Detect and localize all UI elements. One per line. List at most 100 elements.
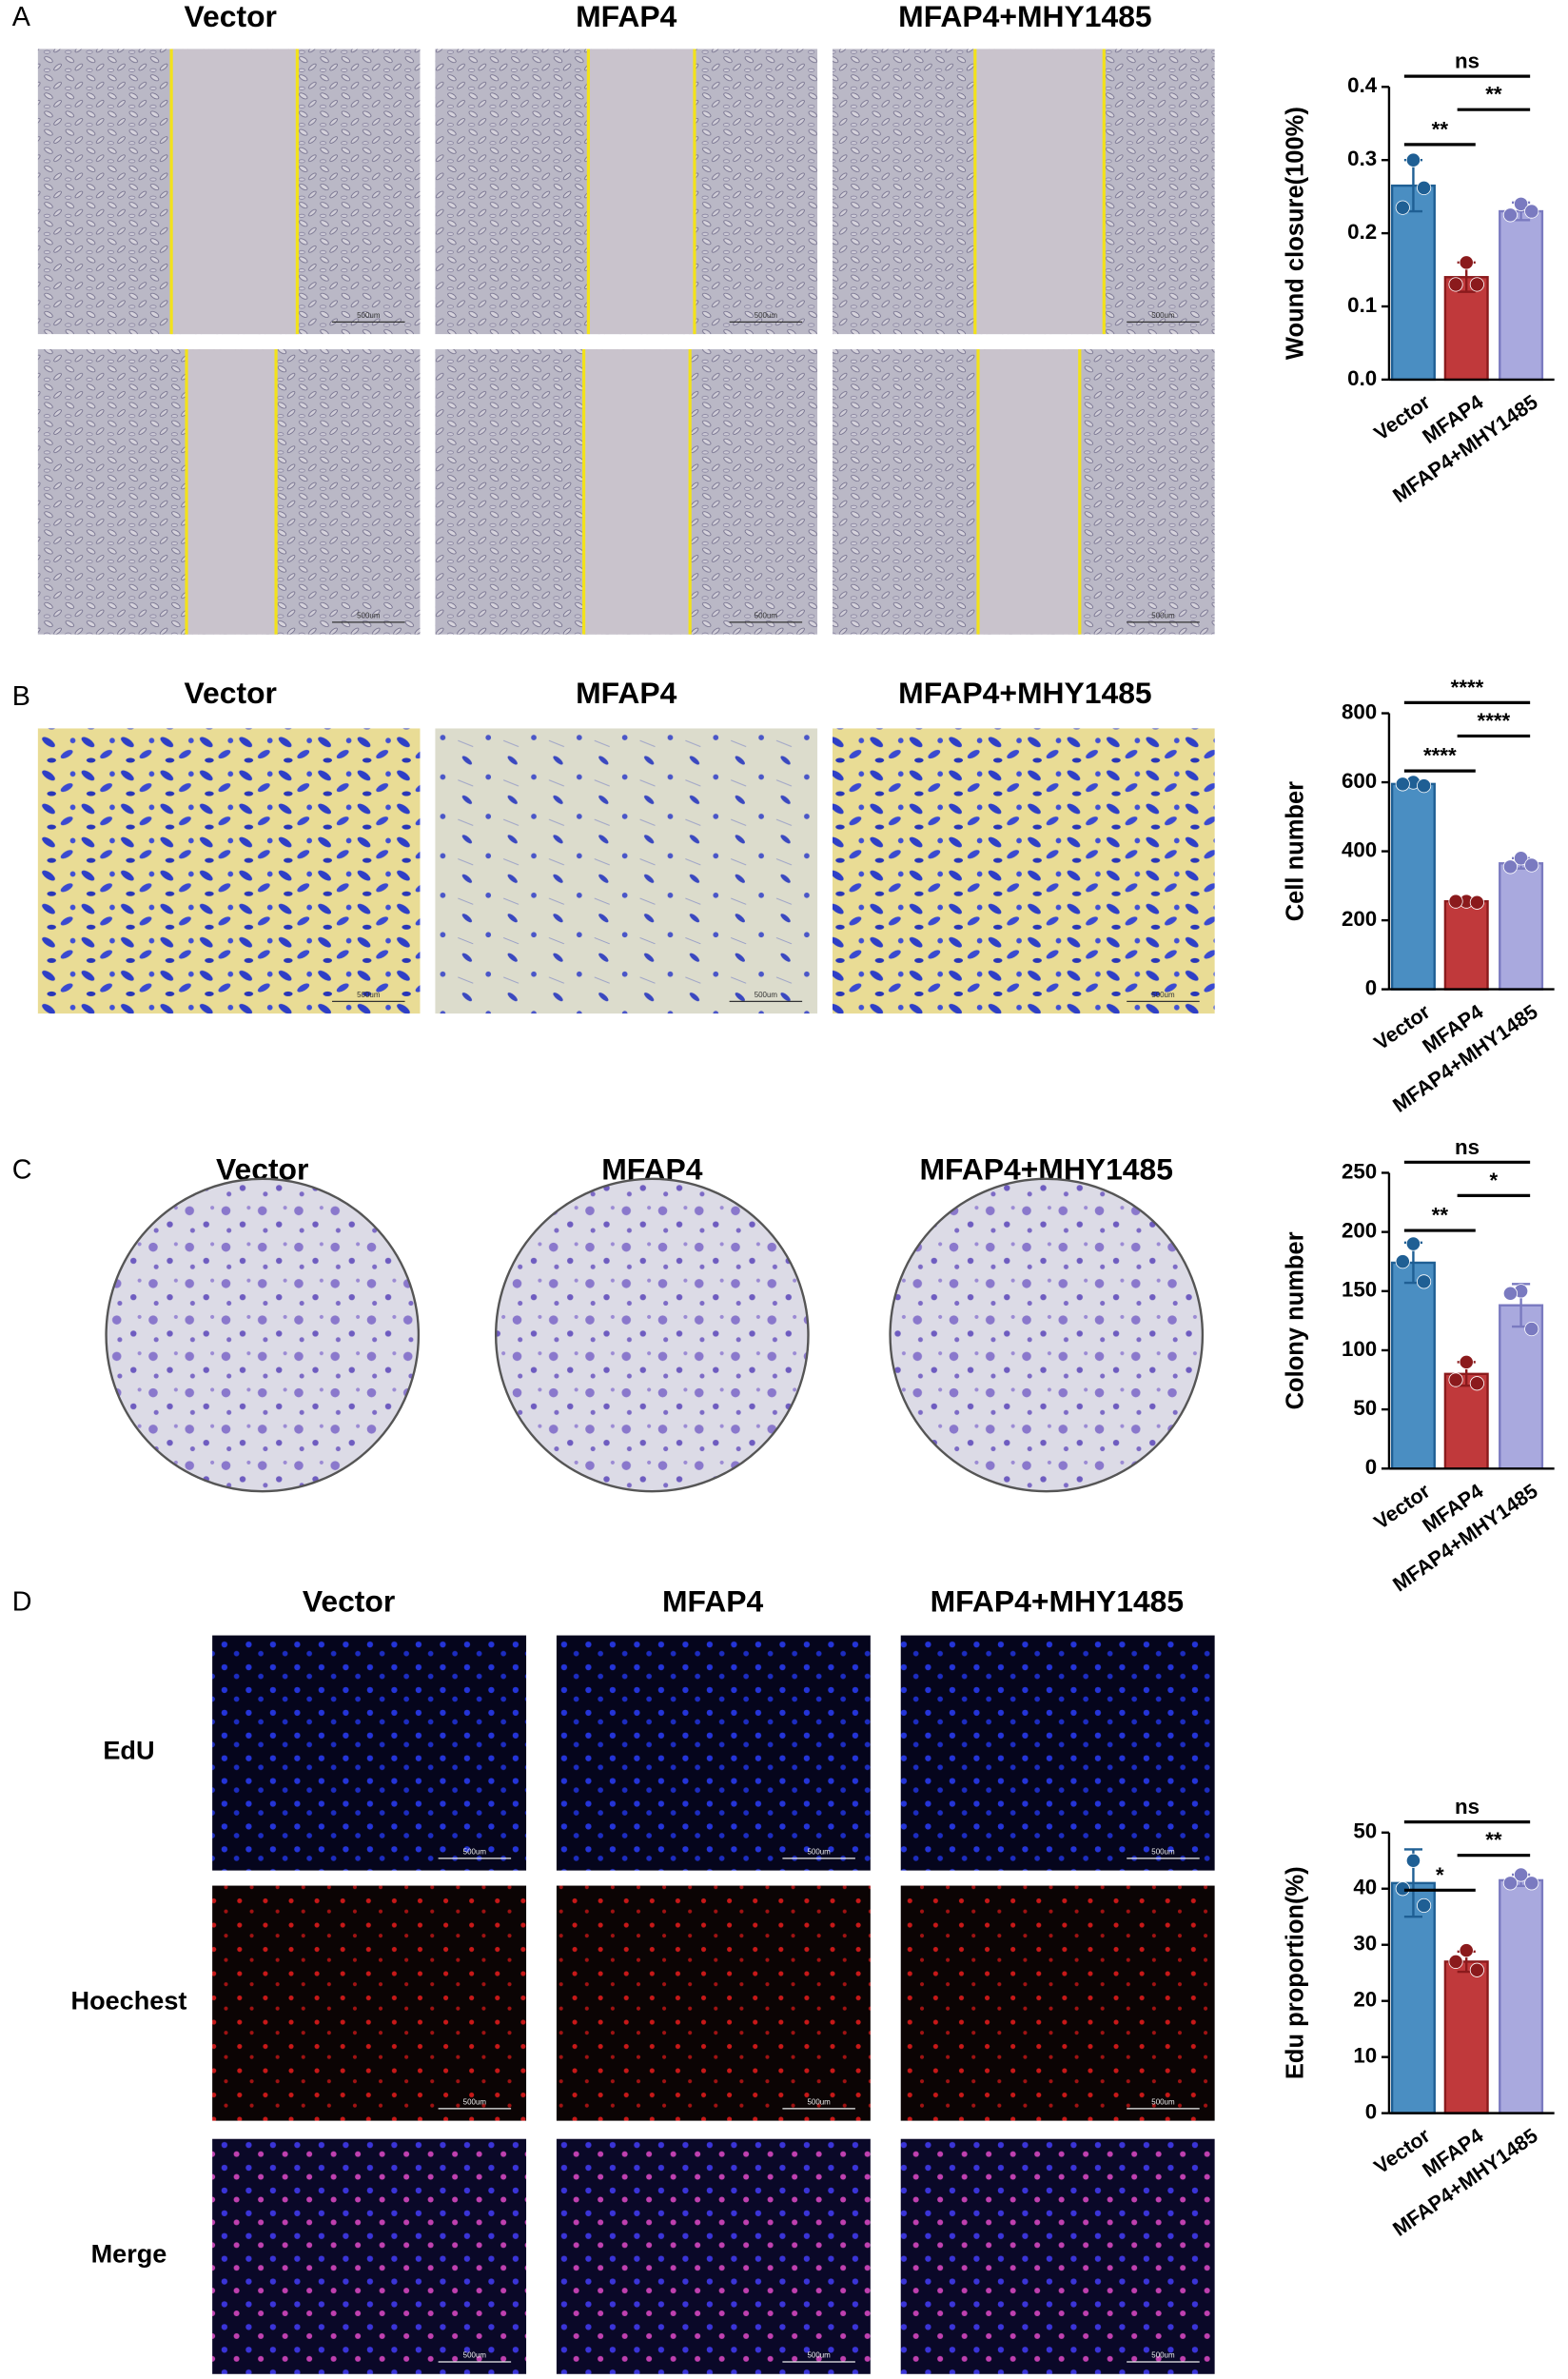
y-tick-label: 0.0 <box>1347 366 1377 390</box>
wound-gap <box>186 349 277 635</box>
scale-label: 500um <box>357 991 381 999</box>
wound-gap <box>583 349 691 635</box>
data-point <box>1502 859 1519 875</box>
y-tick-label: 200 <box>1342 1219 1377 1243</box>
y-tick-label: 0.1 <box>1347 293 1377 317</box>
data-point <box>1448 277 1463 292</box>
y-tick-label: 0 <box>1365 1455 1377 1479</box>
micrograph <box>37 728 421 1014</box>
condition-heading: MFAP4 <box>576 0 676 33</box>
wound-gap <box>978 349 1080 635</box>
scale-label: 500um <box>463 2098 487 2107</box>
bar <box>1443 899 1489 991</box>
bar <box>1499 209 1544 382</box>
y-tick-label: 200 <box>1342 907 1377 931</box>
panel-label: A <box>12 2 31 32</box>
bar <box>1443 1960 1489 2114</box>
y-tick-label: 100 <box>1342 1337 1377 1361</box>
micrograph <box>833 728 1215 1014</box>
significance-label: ns <box>1455 49 1480 73</box>
micrograph <box>435 728 818 1014</box>
fluorescence-image <box>212 2138 527 2374</box>
significance-label: * <box>1490 1169 1499 1192</box>
y-tick-label: 600 <box>1342 769 1377 793</box>
y-tick-label: 0.4 <box>1347 73 1378 97</box>
data-point <box>1395 1254 1410 1269</box>
data-point <box>1448 894 1463 909</box>
significance-label: ** <box>1432 117 1449 141</box>
data-point <box>1514 851 1529 866</box>
y-tick-label: 50 <box>1353 1396 1377 1420</box>
data-point <box>1395 777 1410 792</box>
bar <box>1499 862 1544 991</box>
y-tick-label: 40 <box>1353 1876 1377 1899</box>
significance-label: **** <box>1423 744 1457 768</box>
wound-gap <box>171 49 298 335</box>
data-point <box>1417 778 1432 794</box>
condition-heading: Vector <box>303 1584 395 1619</box>
data-point <box>1417 1274 1432 1289</box>
data-point <box>1514 196 1529 211</box>
data-point <box>1459 255 1474 270</box>
panel-label: C <box>12 1154 32 1185</box>
scale-label: 500um <box>755 612 778 620</box>
fluorescence-image <box>900 1635 1215 1871</box>
fluorescence-image <box>900 2138 1215 2374</box>
data-point <box>1405 1853 1421 1868</box>
scale-label: 500um <box>1151 2098 1175 2107</box>
data-point <box>1405 1236 1421 1251</box>
scale-label: 500um <box>807 2351 831 2360</box>
y-tick-label: 0 <box>1365 976 1377 1000</box>
y-tick-label: 30 <box>1353 1932 1377 1956</box>
fluorescence-image <box>556 1885 871 2121</box>
data-point <box>1417 1897 1432 1914</box>
data-point <box>1469 1962 1484 1977</box>
y-axis-label: Cell number <box>1282 781 1308 921</box>
colony-plate <box>494 1177 810 1493</box>
scale-label: 500um <box>1151 612 1175 620</box>
data-point <box>1448 1954 1463 1969</box>
scale-label: 500um <box>463 2351 487 2360</box>
significance-label: **** <box>1478 709 1511 733</box>
wound-gap <box>588 49 695 335</box>
y-tick-label: 400 <box>1342 837 1377 861</box>
condition-heading: MFAP4 <box>662 1584 763 1619</box>
data-point <box>1514 1867 1529 1882</box>
data-point <box>1448 1372 1463 1387</box>
y-tick-label: 0 <box>1365 2100 1377 2124</box>
fluorescence-image <box>900 1885 1215 2121</box>
condition-heading: MFAP4+MHY1485 <box>931 1584 1185 1619</box>
bar <box>1390 184 1436 382</box>
y-axis-label: Edu proportion(%) <box>1282 1866 1308 2079</box>
data-point <box>1405 152 1421 167</box>
data-point <box>1502 1286 1519 1301</box>
colony-plate <box>105 1177 421 1493</box>
y-axis-label: Wound closure(100%) <box>1282 107 1308 360</box>
condition-heading: MFAP4+MHY1485 <box>898 676 1152 710</box>
scale-label: 500um <box>1151 1848 1175 1857</box>
significance-label: * <box>1436 1863 1444 1887</box>
data-point <box>1459 1354 1474 1369</box>
y-tick-label: 250 <box>1342 1159 1377 1183</box>
wound-gap <box>974 49 1105 335</box>
condition-heading: MFAP4+MHY1485 <box>898 0 1152 33</box>
condition-heading: Vector <box>185 676 277 710</box>
significance-label: ** <box>1485 83 1502 107</box>
data-point <box>1395 200 1410 215</box>
scale-label: 500um <box>755 311 778 320</box>
data-point <box>1502 1876 1519 1891</box>
y-tick-label: 0.3 <box>1347 147 1377 170</box>
scale-label: 500um <box>1151 2351 1175 2360</box>
row-label: EdU <box>103 1735 154 1764</box>
data-point <box>1417 180 1432 195</box>
scale-label: 500um <box>357 612 381 620</box>
scale-label: 500um <box>807 1848 831 1857</box>
row-label: Merge <box>91 2239 167 2269</box>
condition-heading: Vector <box>185 0 277 33</box>
significance-label: ** <box>1485 1828 1502 1852</box>
y-tick-label: 150 <box>1342 1278 1377 1302</box>
y-tick-label: 50 <box>1353 1819 1377 1843</box>
significance-label: ** <box>1432 1204 1449 1228</box>
